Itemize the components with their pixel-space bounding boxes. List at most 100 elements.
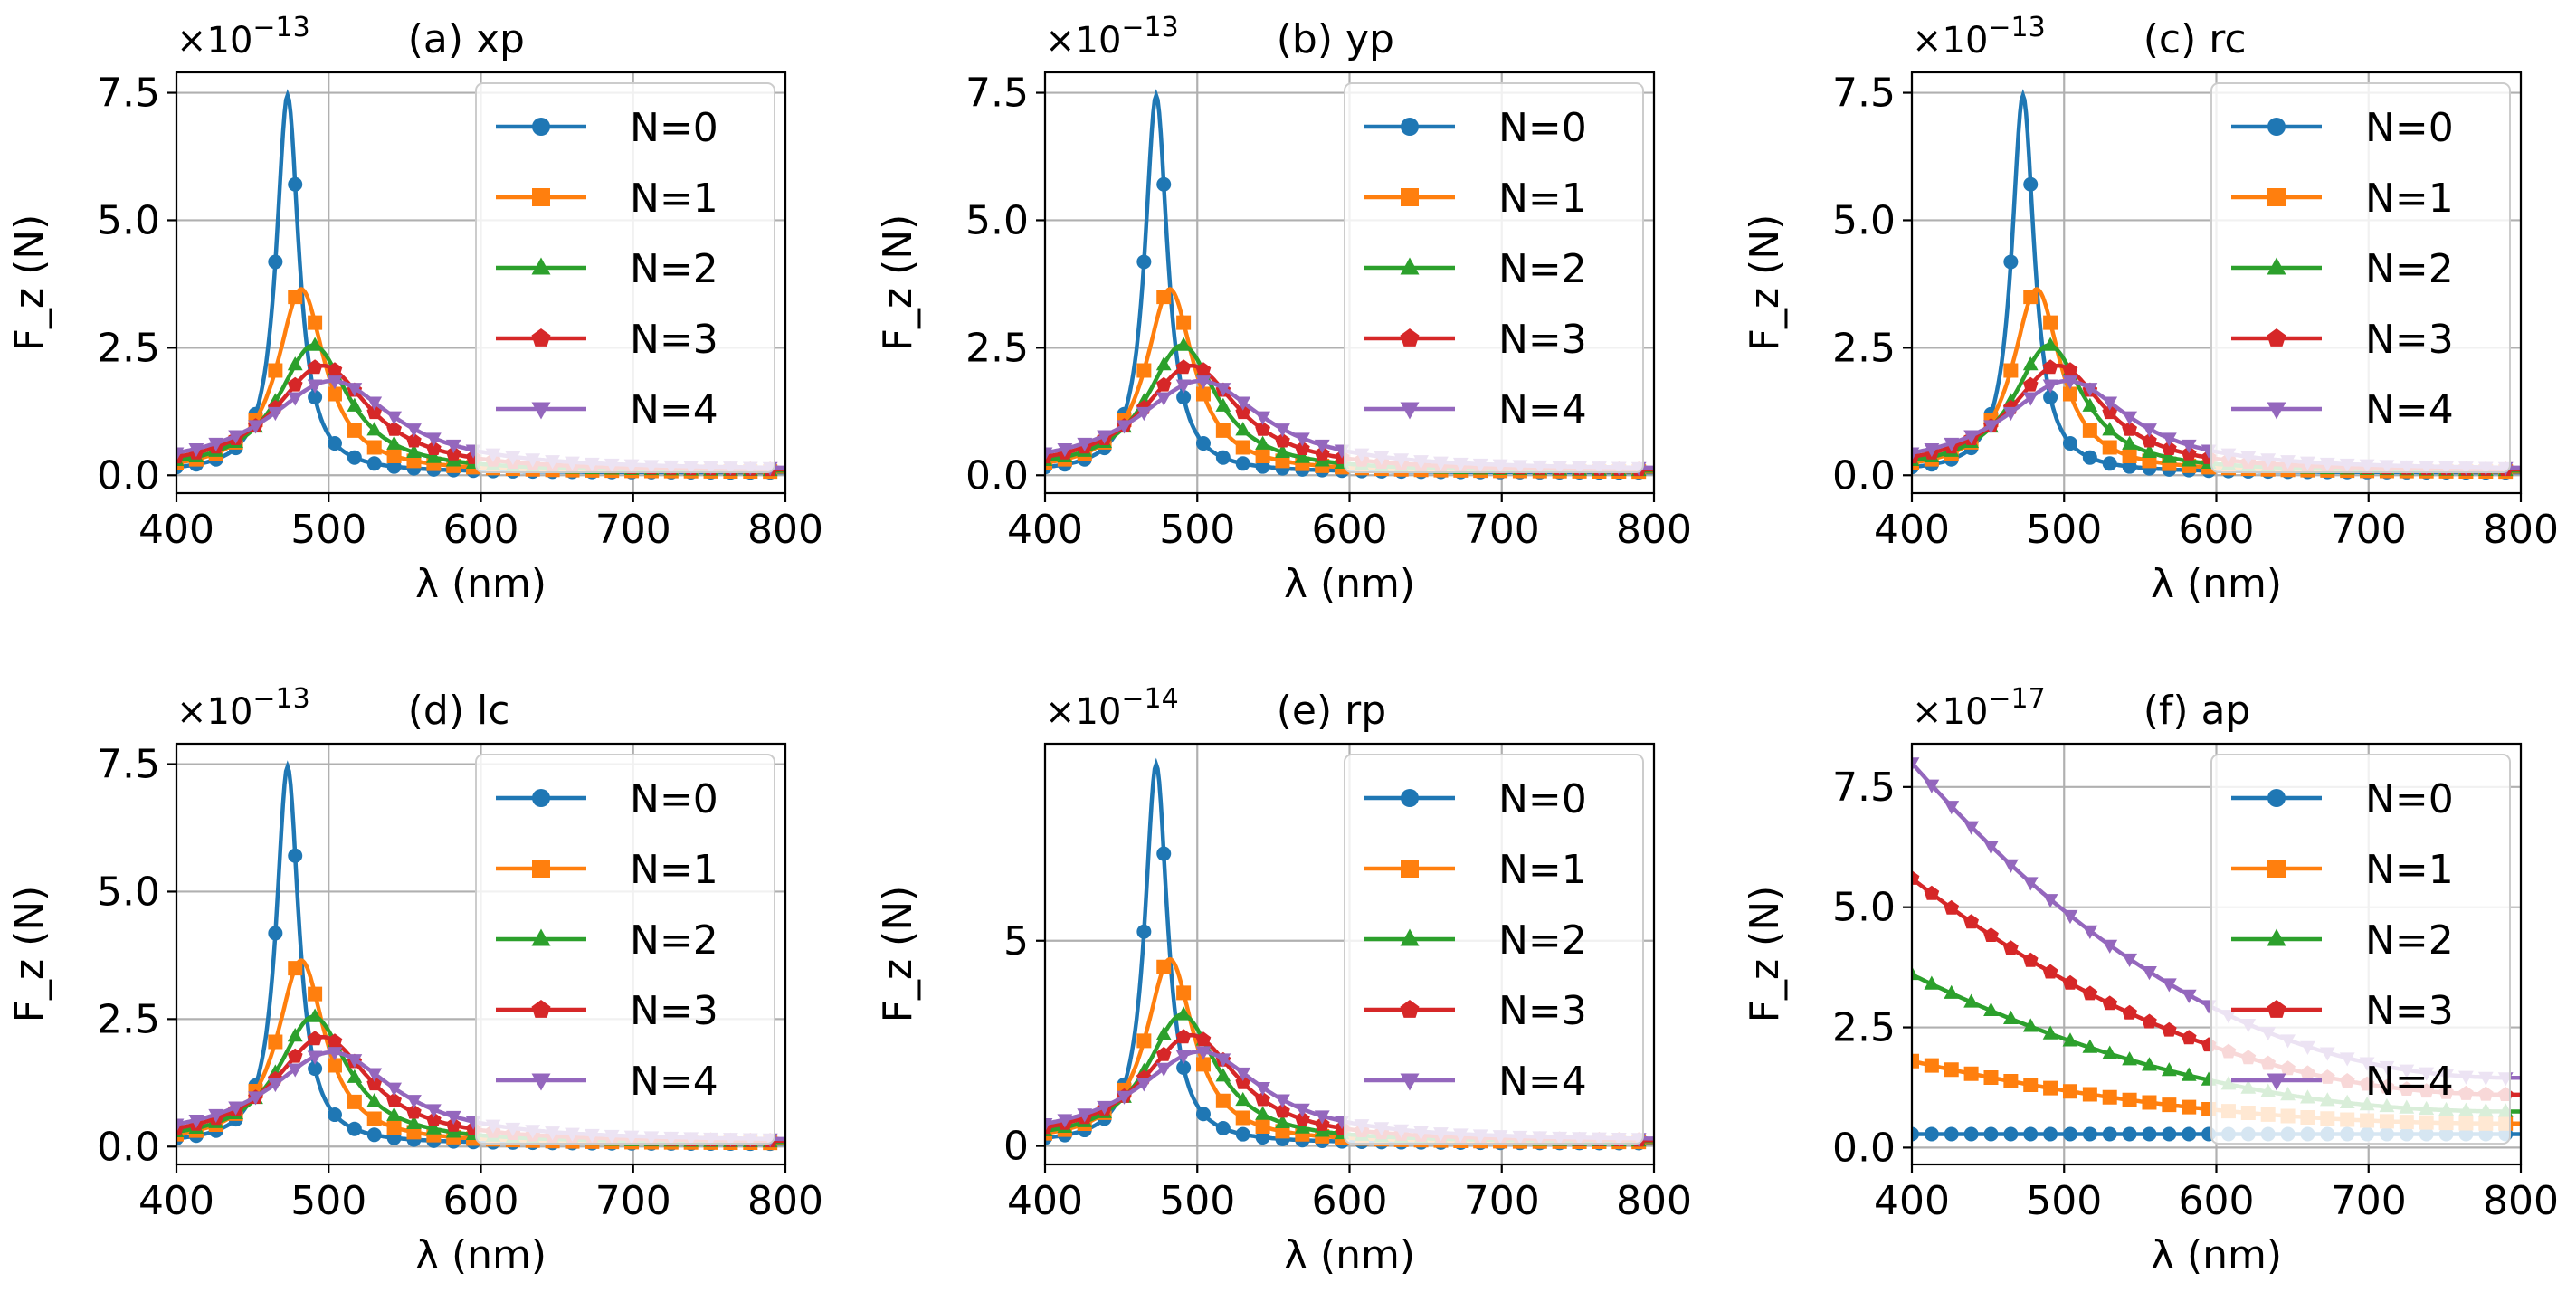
data-point (1136, 363, 1152, 378)
data-point (1944, 899, 1960, 915)
data-point (2161, 449, 2177, 463)
data-point (2122, 1126, 2137, 1142)
data-point (287, 1028, 303, 1042)
data-point (1255, 1106, 1270, 1120)
data-point (1156, 290, 1172, 305)
data-point (2062, 1126, 2077, 1142)
panel-c: 400 500 600 700 800 0.0 2.5 5.0 7.5 λ (nm) F_z (N)… (1742, 12, 2559, 607)
x-tick-label: 400 (138, 507, 214, 553)
data-point (1255, 1082, 1270, 1097)
legend-label: N=4 (630, 387, 718, 433)
data-point (268, 926, 283, 941)
data-point (2142, 1057, 2157, 1071)
data-point (1176, 315, 1192, 330)
data-point (1215, 397, 1231, 412)
data-point (2043, 1126, 2058, 1142)
data-point (1235, 1126, 1250, 1142)
data-point (2023, 1077, 2039, 1092)
x-tick-label: 500 (290, 1178, 366, 1224)
data-point (366, 1093, 383, 1107)
data-point (2102, 422, 2118, 436)
legend-label: N=1 (630, 847, 718, 893)
panel-title: (a) xp (408, 16, 525, 62)
legend: N=0 N=1 N=2 N=3 N=4 (1344, 754, 1644, 1145)
data-point (2042, 359, 2058, 375)
data-point (327, 362, 343, 377)
data-point (1176, 390, 1192, 405)
data-point (1944, 984, 1960, 999)
data-point (1255, 435, 1270, 450)
y-tick-label: 5.0 (97, 869, 160, 915)
axis-scale-factor: ×10−14 (1045, 683, 1179, 733)
data-point (1983, 1126, 1999, 1142)
data-point (228, 430, 244, 444)
legend-marker (1401, 188, 1419, 206)
data-point (2122, 435, 2137, 450)
y-tick-label: 2.5 (1832, 325, 1896, 371)
data-point (288, 961, 303, 976)
data-point (2022, 1018, 2039, 1032)
data-point (1235, 1110, 1250, 1126)
data-point (1275, 423, 1290, 438)
data-point (2082, 925, 2098, 939)
data-point (2003, 940, 2019, 955)
legend-label: N=0 (1498, 776, 1587, 822)
data-point (1215, 1053, 1231, 1068)
data-point (1195, 1107, 1211, 1122)
x-tick-label: 600 (1312, 507, 1388, 553)
data-point (386, 1092, 402, 1107)
data-point (1294, 1119, 1310, 1134)
legend-marker (1401, 860, 1419, 878)
legend-label: N=3 (1498, 317, 1587, 363)
data-point (327, 386, 342, 402)
data-point (2102, 456, 2117, 471)
y-axis-label: F_z (N) (1742, 886, 1788, 1023)
data-point (1275, 1103, 1290, 1118)
legend-label: N=0 (1498, 105, 1587, 151)
data-point (366, 456, 382, 471)
legend-label: N=1 (1498, 847, 1587, 893)
legend-marker (1400, 402, 1420, 420)
legend-label: N=3 (2365, 988, 2454, 1034)
x-tick-label: 400 (1007, 1178, 1083, 1224)
data-point (406, 432, 422, 448)
y-tick-label: 0.0 (97, 452, 160, 499)
data-point (425, 1104, 442, 1118)
data-point (2181, 1030, 2197, 1045)
data-point (406, 423, 422, 438)
data-point (1156, 959, 1172, 974)
y-axis-label: F_z (N) (875, 214, 921, 352)
data-point (1924, 975, 1940, 990)
x-tick-label: 700 (595, 1178, 671, 1224)
data-point (2181, 989, 2197, 1003)
data-point (2161, 978, 2177, 993)
legend-box (2210, 754, 2511, 1145)
data-point (308, 986, 323, 1002)
data-point (425, 432, 442, 447)
axis-scale-factor: ×10−13 (1045, 12, 1179, 62)
panel-title: (b) yp (1277, 16, 1394, 62)
panel-e: 400 500 600 700 800 0 5 λ (nm) F_z (N) ×10−14 (e) … (875, 683, 1692, 1278)
data-point (1983, 1069, 1999, 1085)
legend-marker (1401, 789, 1419, 807)
data-point (2082, 450, 2097, 465)
legend-label: N=2 (1498, 246, 1587, 292)
data-point (2023, 176, 2039, 192)
data-point (366, 1076, 383, 1091)
panel-title: (c) rc (2143, 16, 2247, 62)
data-point (268, 1034, 283, 1050)
data-point (2142, 423, 2157, 438)
x-tick-label: 500 (1159, 507, 1235, 553)
legend: N=0 N=1 N=2 N=3 N=4 (2210, 754, 2511, 1145)
legend-marker (2267, 789, 2286, 807)
data-point (2003, 1126, 2019, 1142)
data-point (386, 1082, 402, 1097)
data-point (176, 1118, 185, 1133)
data-point (2043, 315, 2058, 330)
data-point (1195, 436, 1211, 451)
data-point (2062, 974, 2078, 990)
legend-label: N=3 (630, 988, 718, 1034)
data-point (2023, 1126, 2039, 1142)
data-point (2062, 1032, 2078, 1047)
data-point (1175, 337, 1192, 351)
